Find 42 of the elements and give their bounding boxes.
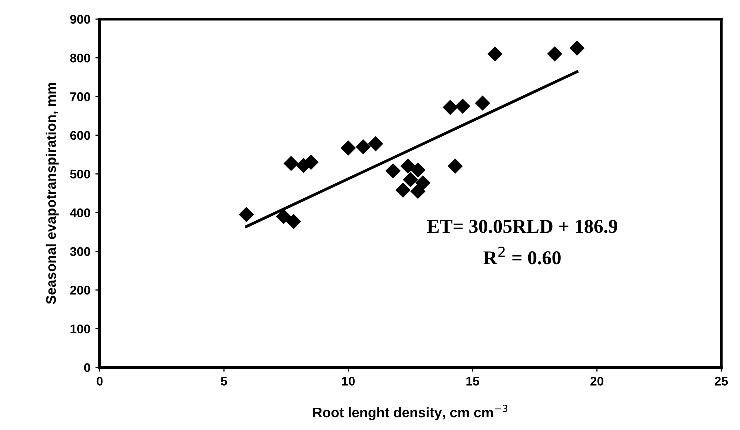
point	[488, 46, 503, 62]
x-tick-label: 15	[466, 377, 480, 386]
y-tick-label: 300	[70, 247, 90, 256]
y-axis-title: Seasonal evapotranspiration, mm	[46, 83, 59, 304]
x-axis-title: Root lenght density, cm cm$^{−3}$	[314, 404, 508, 420]
point	[368, 136, 384, 152]
point	[276, 209, 292, 224]
point	[284, 156, 299, 172]
point	[475, 96, 490, 111]
y-tick-label: 400	[70, 208, 90, 218]
y-tick-label: 200	[70, 286, 90, 295]
point	[416, 175, 431, 191]
x-tick-label: 25	[714, 377, 728, 386]
point	[400, 158, 416, 174]
point	[286, 214, 302, 230]
point	[442, 100, 458, 116]
point	[570, 40, 585, 56]
point	[410, 184, 426, 200]
point	[304, 154, 319, 170]
annotation: ET= 30.05RLD + 186.9	[427, 220, 618, 234]
y-tick-label: 900	[70, 15, 90, 24]
y-tick-label: 500	[70, 170, 90, 179]
x-tick-label: 10	[342, 377, 355, 386]
point	[448, 158, 464, 174]
y-tick-label: 100	[70, 324, 90, 334]
y-tick-label: 800	[70, 54, 90, 63]
point	[386, 163, 401, 179]
point	[238, 207, 254, 222]
x-tick-label: 0	[96, 377, 103, 386]
x-tick-label: 5	[221, 377, 228, 386]
point	[356, 139, 372, 155]
y-tick-label: 600	[70, 131, 90, 140]
point	[340, 140, 356, 156]
point	[410, 162, 426, 178]
point	[547, 46, 563, 62]
y-tick-label: 700	[70, 92, 90, 102]
x-tick-label: 20	[590, 377, 604, 386]
y-tick-label: 0	[84, 363, 90, 372]
annotation: R$^{2}$ = 0.60	[484, 246, 561, 265]
point	[403, 172, 418, 188]
point	[396, 182, 411, 198]
point	[455, 98, 471, 114]
